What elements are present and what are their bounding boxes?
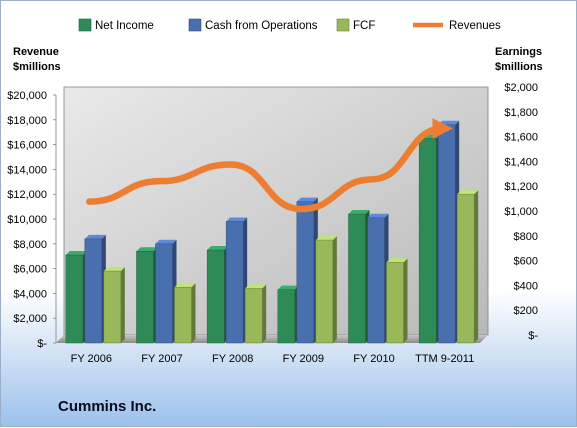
bar bbox=[65, 254, 84, 344]
bar bbox=[456, 193, 475, 344]
right-tick-label: $200 bbox=[514, 305, 538, 317]
left-axis-ticks: $- $2,000 $4,000 $6,000 $8,000 $10,000 $12,000… bbox=[7, 90, 56, 350]
left-axis-title-line2: $millions bbox=[13, 61, 61, 73]
left-tick-label: $12,000 bbox=[7, 189, 47, 201]
bar-side bbox=[120, 267, 125, 343]
legend-label: Cash from Operations bbox=[205, 20, 318, 32]
bar bbox=[437, 124, 456, 344]
legend-swatch bbox=[188, 18, 202, 32]
right-tick-label: $2,000 bbox=[504, 82, 538, 94]
legend-label: FCF bbox=[353, 20, 375, 32]
bar-top bbox=[136, 247, 158, 252]
bar-side bbox=[403, 258, 408, 343]
bar bbox=[155, 243, 173, 344]
bar-top bbox=[386, 258, 408, 263]
x-axis-labels: FY 2006 FY 2007 FY 2008 FY 2009 FY 2010 TTM 9… bbox=[71, 353, 475, 365]
bar bbox=[225, 221, 244, 344]
bar-top bbox=[348, 210, 370, 215]
left-tick-label: $10,000 bbox=[7, 214, 47, 226]
left-tick-label: $14,000 bbox=[7, 164, 47, 176]
bar-top bbox=[296, 197, 318, 202]
legend-label: Revenues bbox=[449, 20, 501, 32]
left-tick-label: $18,000 bbox=[7, 115, 47, 127]
bar-top bbox=[315, 236, 337, 241]
right-tick-label: $600 bbox=[514, 256, 538, 268]
left-tick-label: $8,000 bbox=[13, 239, 47, 251]
legend-swatch bbox=[336, 18, 350, 32]
left-axis-title-line1: Revenue bbox=[13, 46, 59, 58]
bar bbox=[296, 201, 315, 344]
bar-top bbox=[155, 239, 177, 244]
bar-side bbox=[474, 190, 479, 343]
bar bbox=[244, 288, 263, 344]
revenue-line-group bbox=[86, 118, 454, 213]
right-axis-ticks: $- $200 $400 $600 $800 $1,000 $1,200 $1,400 $1,6… bbox=[504, 82, 538, 342]
bar-top bbox=[245, 284, 267, 289]
bar bbox=[348, 213, 366, 344]
bar bbox=[174, 286, 192, 344]
bar-top bbox=[103, 267, 125, 272]
bar-side bbox=[191, 283, 196, 343]
left-tick-label: $16,000 bbox=[7, 140, 47, 152]
left-tick-label: $4,000 bbox=[13, 288, 47, 300]
bar-top bbox=[174, 283, 196, 288]
bar bbox=[84, 238, 103, 344]
legend-label: Net Income bbox=[95, 20, 154, 32]
legend-swatch bbox=[78, 18, 92, 32]
x-tick-label: FY 2010 bbox=[353, 353, 394, 365]
bar-top bbox=[207, 246, 229, 250]
bar bbox=[315, 239, 334, 344]
company-name: Cummins Inc. bbox=[58, 398, 157, 415]
right-tick-label: $1,000 bbox=[504, 206, 538, 218]
left-tick-label: $20,000 bbox=[7, 90, 47, 102]
bar bbox=[277, 289, 296, 344]
x-tick-label: FY 2006 bbox=[71, 353, 112, 365]
bar-top bbox=[226, 217, 248, 222]
bar-top bbox=[277, 285, 299, 290]
bar-side bbox=[262, 284, 267, 343]
x-tick-label: FY 2009 bbox=[283, 353, 324, 365]
bar-side bbox=[332, 236, 337, 343]
bar bbox=[418, 138, 437, 344]
right-axis-title-line2: $millions bbox=[495, 61, 543, 73]
x-tick-label: TTM 9-2011 bbox=[415, 353, 474, 365]
left-tick-label: $2,000 bbox=[13, 313, 47, 325]
right-tick-label: $1,200 bbox=[504, 181, 538, 193]
bar-top bbox=[84, 234, 106, 239]
bar bbox=[136, 250, 154, 344]
bar bbox=[367, 217, 385, 344]
bar bbox=[103, 270, 122, 344]
revenue-line bbox=[86, 118, 454, 213]
bar bbox=[206, 249, 225, 344]
x-tick-label: FY 2008 bbox=[212, 353, 253, 365]
bar-top bbox=[457, 190, 479, 195]
bar-top bbox=[65, 250, 87, 255]
x-tick-label: FY 2007 bbox=[141, 353, 182, 365]
bar-top bbox=[367, 213, 389, 218]
left-tick-label: $6,000 bbox=[13, 264, 47, 276]
right-axis-title-line1: Earnings bbox=[495, 46, 542, 58]
right-tick-label: $1,400 bbox=[504, 156, 538, 168]
bar bbox=[386, 262, 404, 344]
legend: Net Income Cash from Operations FCF Revenue… bbox=[78, 18, 501, 32]
right-tick-label: $1,600 bbox=[504, 132, 538, 144]
right-tick-label: $800 bbox=[514, 231, 538, 243]
left-tick-label: $- bbox=[37, 338, 47, 350]
right-tick-label: $400 bbox=[514, 280, 538, 292]
bars bbox=[65, 120, 479, 344]
right-tick-label: $- bbox=[528, 330, 538, 342]
right-tick-label: $1,800 bbox=[504, 107, 538, 119]
